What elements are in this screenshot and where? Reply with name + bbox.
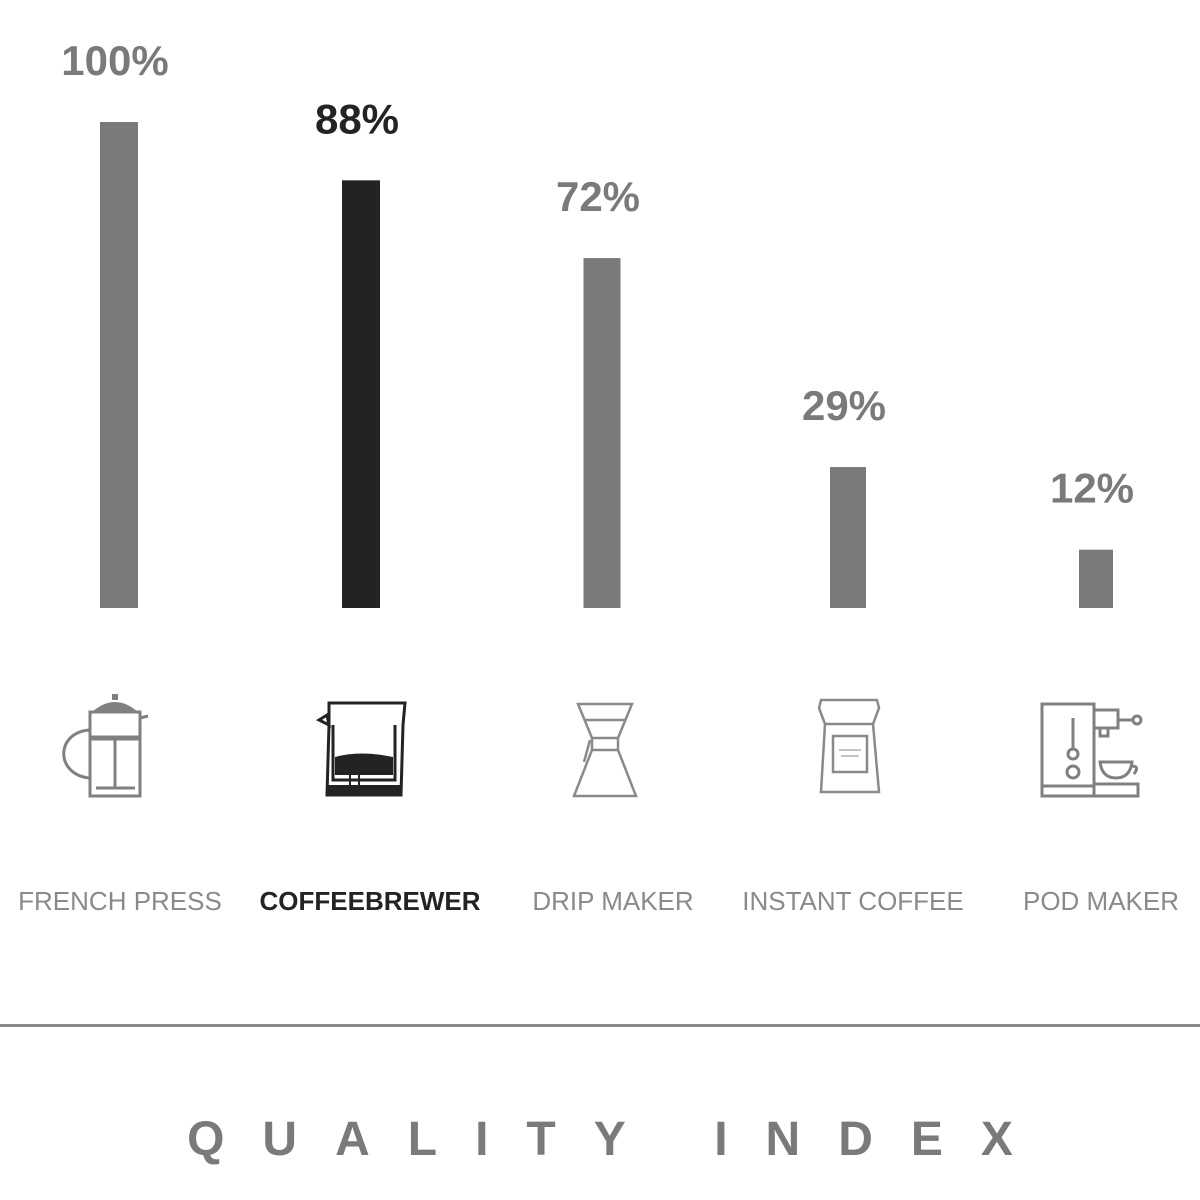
category-label: DRIP MAKER — [532, 886, 693, 916]
category-label: POD MAKER — [1023, 886, 1179, 916]
data-label: 72% — [556, 173, 640, 220]
bar-instant-coffee — [830, 467, 866, 608]
bar-french-press — [100, 122, 138, 608]
pod-maker-icon — [1040, 702, 1143, 798]
category-label: FRENCH PRESS — [18, 886, 222, 916]
data-label: 12% — [1050, 465, 1134, 512]
category-label: COFFEEBREWER — [260, 886, 481, 916]
bar-coffeebrewer — [342, 180, 380, 608]
bar-pod-maker — [1079, 549, 1113, 608]
bar-drip-maker — [583, 258, 621, 608]
data-label: 88% — [315, 95, 399, 142]
data-label: 100% — [61, 37, 168, 84]
drip-maker-icon — [572, 702, 638, 798]
instant-coffee-icon — [817, 698, 881, 794]
french-press-icon — [62, 694, 149, 798]
category-label: INSTANT COFFEE — [742, 886, 964, 916]
data-label: 29% — [802, 382, 886, 429]
coffeebrewer-icon — [315, 701, 407, 797]
chart-title: QUALITY INDEX — [187, 1113, 1051, 1166]
divider — [0, 1024, 1200, 1027]
